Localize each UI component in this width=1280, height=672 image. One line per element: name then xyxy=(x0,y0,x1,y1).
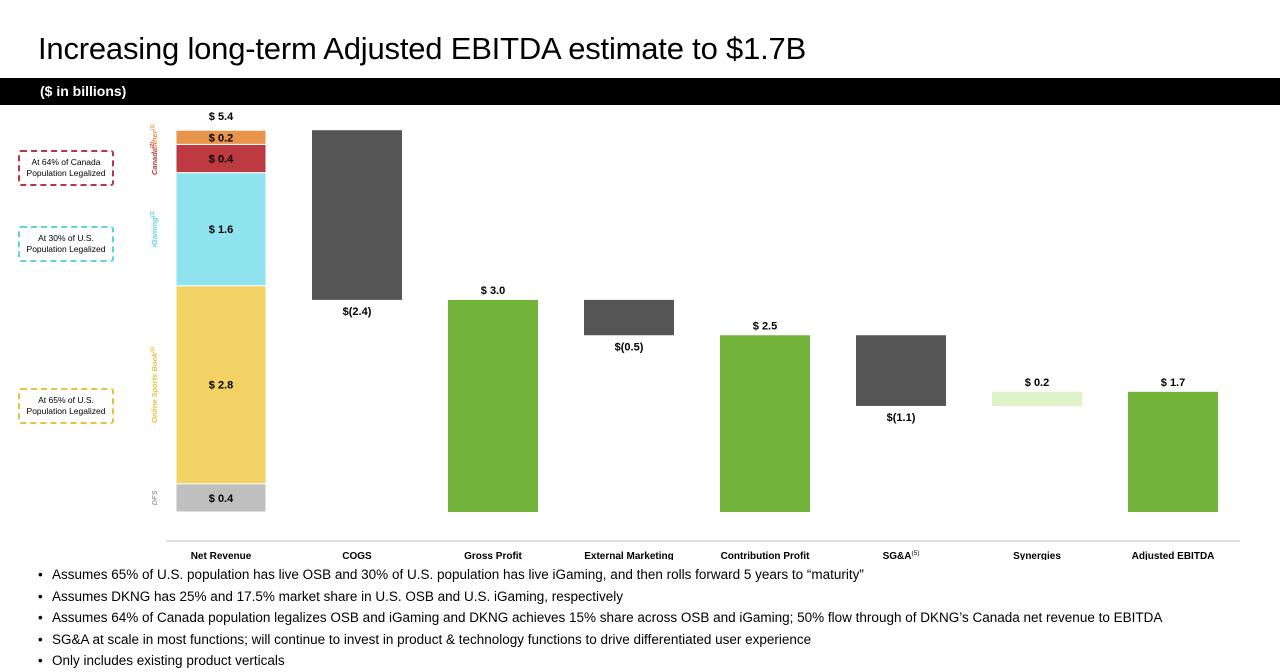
bar-gross-profit xyxy=(448,299,538,512)
x-tick-label: External Marketing xyxy=(584,551,673,560)
segment-label-superscript: (1) xyxy=(150,124,156,130)
footnote-item: Assumes 64% of Canada population legaliz… xyxy=(38,607,1162,629)
bar-net-revenue-canada xyxy=(175,143,267,174)
x-tick-label: Synergies xyxy=(1013,551,1061,560)
footnote-item: Assumes 65% of U.S. population has live … xyxy=(38,564,1162,586)
footnote-item: Only includes existing product verticals xyxy=(38,650,1162,672)
page-title: Increasing long-term Adjusted EBITDA est… xyxy=(38,30,807,66)
segment-label: Online Sports Book(4) xyxy=(150,346,159,422)
data-label: $(2.4) xyxy=(343,306,372,318)
callout-igaming: At 30% of U.S. Population Legalized xyxy=(18,226,114,262)
segment-label-superscript: (4) xyxy=(150,346,156,352)
data-label: $ 0.2 xyxy=(1025,377,1049,389)
bar-adjusted-ebitda xyxy=(1128,391,1218,512)
segment-label-superscript: (3) xyxy=(150,211,156,217)
data-label: $ 0.2 xyxy=(209,132,233,144)
callout-osb: At 65% of U.S. Population Legalized xyxy=(18,388,114,424)
bar-net-revenue-dfs xyxy=(175,483,267,513)
data-label: $ 2.8 xyxy=(209,380,233,392)
x-tick-label: Gross Profit xyxy=(464,551,522,560)
footnote-list: Assumes 65% of U.S. population has live … xyxy=(38,564,1162,672)
units-banner: ($ in billions) xyxy=(0,78,1280,105)
x-tick-superscript: (5) xyxy=(911,550,919,557)
bar-net-revenue-online-sports-book xyxy=(175,285,267,485)
data-label: $ 1.6 xyxy=(209,224,233,236)
bar-net-revenue-igaming xyxy=(175,172,267,287)
segment-label: iGaming(3) xyxy=(150,211,159,247)
units-label: ($ in billions) xyxy=(40,83,127,99)
bar-contribution-profit xyxy=(720,335,810,512)
footnote-item: Assumes DKNG has 25% and 17.5% market sh… xyxy=(38,586,1162,608)
segment-label: Other(1) xyxy=(150,124,159,150)
bar-sg-a xyxy=(856,335,946,406)
data-label: $(0.5) xyxy=(615,341,644,353)
segment-label: DFS xyxy=(150,490,159,505)
data-label: $ 2.5 xyxy=(753,320,777,332)
x-tick-label: Contribution Profit xyxy=(721,551,811,560)
bar-external-marketing xyxy=(584,299,674,336)
waterfall-chart: $ 0.4 DFS $ 2.8 Online Sports Book(4) $ 1.6 i… xyxy=(150,111,1240,560)
data-label-total: $ 5.4 xyxy=(209,111,234,123)
bar-synergies xyxy=(992,391,1082,406)
x-tick-label: SG&A(5) xyxy=(883,550,920,560)
x-tick-label: COGS xyxy=(342,551,372,560)
data-label: $ 3.0 xyxy=(481,285,505,297)
bar-cogs xyxy=(312,130,402,300)
bar-net-revenue-other xyxy=(175,129,267,145)
data-label: $ 0.4 xyxy=(209,493,234,505)
data-label: $(1.1) xyxy=(887,412,916,424)
data-label: $ 0.4 xyxy=(209,154,234,166)
footnote-item: SG&A at scale in most functions; will co… xyxy=(38,629,1162,651)
segment-label-superscript: (2) xyxy=(150,142,156,148)
x-tick-label: Adjusted EBITDA xyxy=(1132,551,1215,560)
segment-label: Canada(2) xyxy=(150,142,159,176)
data-label: $ 1.7 xyxy=(1161,377,1185,389)
callout-canada: At 64% of Canada Population Legalized xyxy=(18,150,114,186)
x-tick-label: Net Revenue xyxy=(191,551,252,560)
